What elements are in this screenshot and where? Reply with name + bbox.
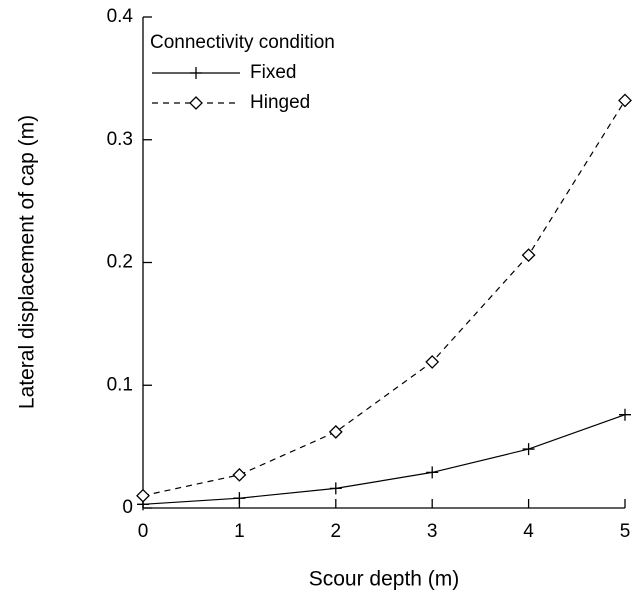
marker <box>426 466 439 479</box>
y-tick-label: 0.1 <box>107 374 133 395</box>
legend-label: Hinged <box>250 92 310 113</box>
marker <box>522 443 535 456</box>
x-tick-label: 2 <box>331 521 342 542</box>
marker <box>136 488 150 503</box>
legend-marker <box>190 67 202 79</box>
x-tick-label: 3 <box>427 521 438 542</box>
marker <box>425 355 440 369</box>
marker <box>329 482 342 495</box>
x-tick-label: 5 <box>620 521 631 542</box>
x-tick-label: 0 <box>138 521 149 542</box>
legend-title: Connectivity condition <box>150 32 335 53</box>
y-tick-label: 0 <box>122 497 133 518</box>
y-tick-label: 0.3 <box>107 129 133 150</box>
marker <box>233 492 246 505</box>
y-tick-label: 0.4 <box>107 6 134 27</box>
marker <box>521 248 536 263</box>
marker <box>328 424 343 439</box>
x-axis-title: Scour depth (m) <box>309 568 460 591</box>
legend-label: Fixed <box>250 62 296 83</box>
series-line <box>142 100 626 497</box>
y-tick-label: 0.2 <box>107 252 133 273</box>
marker <box>619 408 631 421</box>
legend-marker <box>189 96 203 110</box>
y-axis-title: Lateral displacement of cap (m) <box>16 115 39 409</box>
marker <box>618 93 632 108</box>
marker <box>232 467 247 482</box>
x-tick-label: 4 <box>523 521 534 542</box>
series-line <box>142 414 626 505</box>
x-tick-label: 1 <box>234 521 245 542</box>
